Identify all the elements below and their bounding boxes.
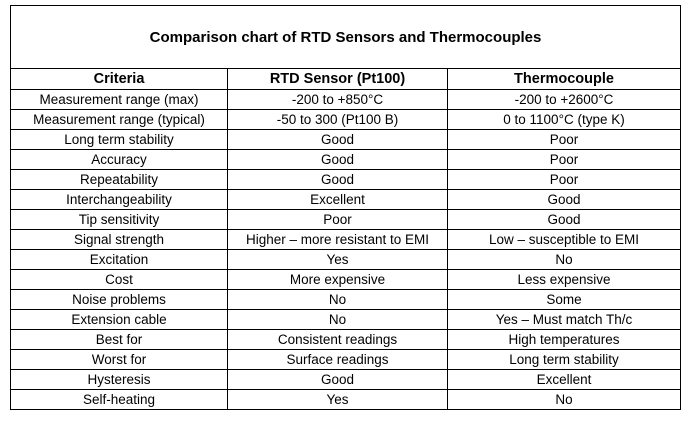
criteria-cell: Signal strength bbox=[10, 229, 228, 250]
table-row: Long term stability Good Poor bbox=[10, 129, 682, 150]
table-row: Measurement range (max) -200 to +850°C -20… bbox=[10, 89, 682, 110]
value-cell: Poor bbox=[446, 149, 682, 170]
value-cell: Yes bbox=[227, 249, 448, 270]
value-cell: -200 to +850°C bbox=[227, 89, 448, 110]
table-row: Interchangeability Excellent Good bbox=[10, 189, 682, 210]
criteria-cell: Accuracy bbox=[10, 149, 228, 170]
value-cell: More expensive bbox=[227, 269, 448, 290]
table-row: Measurement range (typical) -50 to 300 (P… bbox=[10, 109, 682, 130]
value-cell: -200 to +2600°C bbox=[446, 89, 682, 110]
table-row: Repeatability Good Poor bbox=[10, 169, 682, 190]
value-cell: Long term stability bbox=[446, 349, 682, 370]
header-cell: Thermocouple bbox=[446, 68, 682, 90]
comparison-table: Comparison chart of RTD Sensors and Ther… bbox=[9, 5, 682, 410]
criteria-cell: Repeatability bbox=[10, 169, 228, 190]
value-cell: Poor bbox=[227, 209, 448, 230]
value-cell: Low – susceptible to EMI bbox=[446, 229, 682, 250]
criteria-cell: Best for bbox=[10, 329, 228, 350]
table-row: Cost More expensive Less expensive bbox=[10, 269, 682, 290]
header-cell: RTD Sensor (Pt100) bbox=[227, 68, 448, 90]
criteria-cell: Cost bbox=[10, 269, 228, 290]
value-cell: Less expensive bbox=[446, 269, 682, 290]
table-body: Measurement range (max) -200 to +850°C -20… bbox=[10, 89, 682, 410]
criteria-cell: Hysteresis bbox=[10, 369, 228, 390]
title-row: Comparison chart of RTD Sensors and Ther… bbox=[9, 5, 682, 69]
value-cell: 0 to 1100°C (type K) bbox=[446, 109, 682, 130]
criteria-cell: Long term stability bbox=[10, 129, 228, 150]
value-cell: No bbox=[227, 289, 448, 310]
criteria-cell: Interchangeability bbox=[10, 189, 228, 210]
value-cell: Yes – Must match Th/c bbox=[446, 309, 682, 330]
criteria-cell: Extension cable bbox=[10, 309, 228, 330]
table-title: Comparison chart of RTD Sensors and Ther… bbox=[9, 5, 682, 69]
table-row: Tip sensitivity Poor Good bbox=[10, 209, 682, 230]
header-cell: Criteria bbox=[10, 68, 228, 90]
table-row: Accuracy Good Poor bbox=[10, 149, 682, 170]
criteria-cell: Measurement range (typical) bbox=[10, 109, 228, 130]
value-cell: Poor bbox=[446, 129, 682, 150]
value-cell: Excellent bbox=[227, 189, 448, 210]
value-cell: High temperatures bbox=[446, 329, 682, 350]
criteria-cell: Noise problems bbox=[10, 289, 228, 310]
value-cell: Yes bbox=[227, 389, 448, 410]
table-row: Hysteresis Good Excellent bbox=[10, 369, 682, 390]
header-row: Criteria RTD Sensor (Pt100) Thermocouple bbox=[10, 68, 682, 90]
value-cell: Consistent readings bbox=[227, 329, 448, 350]
value-cell: No bbox=[446, 389, 682, 410]
value-cell: Good bbox=[446, 209, 682, 230]
table-row: Noise problems No Some bbox=[10, 289, 682, 310]
criteria-cell: Measurement range (max) bbox=[10, 89, 228, 110]
value-cell: Poor bbox=[446, 169, 682, 190]
value-cell: Higher – more resistant to EMI bbox=[227, 229, 448, 250]
value-cell: Excellent bbox=[446, 369, 682, 390]
value-cell: Good bbox=[227, 129, 448, 150]
value-cell: Good bbox=[227, 169, 448, 190]
value-cell: Good bbox=[227, 369, 448, 390]
value-cell: Good bbox=[227, 149, 448, 170]
value-cell: No bbox=[227, 309, 448, 330]
table-row: Excitation Yes No bbox=[10, 249, 682, 270]
table-row: Extension cable No Yes – Must match Th/c bbox=[10, 309, 682, 330]
criteria-cell: Worst for bbox=[10, 349, 228, 370]
value-cell: Some bbox=[446, 289, 682, 310]
value-cell: Good bbox=[446, 189, 682, 210]
criteria-cell: Excitation bbox=[10, 249, 228, 270]
criteria-cell: Self-heating bbox=[10, 389, 228, 410]
value-cell: -50 to 300 (Pt100 B) bbox=[227, 109, 448, 130]
table-row: Best for Consistent readings High temperat… bbox=[10, 329, 682, 350]
table-row: Worst for Surface readings Long term stabi… bbox=[10, 349, 682, 370]
criteria-cell: Tip sensitivity bbox=[10, 209, 228, 230]
value-cell: No bbox=[446, 249, 682, 270]
value-cell: Surface readings bbox=[227, 349, 448, 370]
table-row: Signal strength Higher – more resistant t… bbox=[10, 229, 682, 250]
table-row: Self-heating Yes No bbox=[10, 389, 682, 410]
